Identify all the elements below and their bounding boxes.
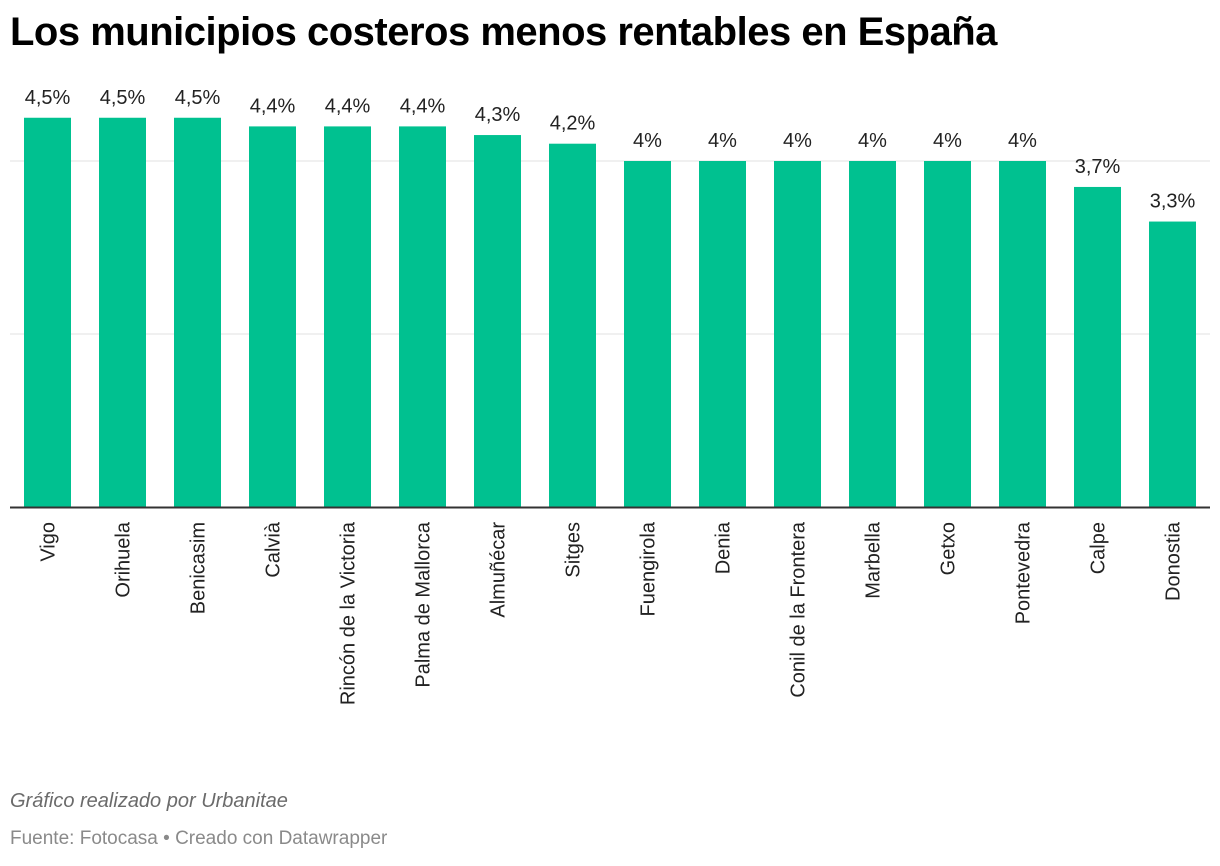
bar <box>1074 186 1121 507</box>
data-label: 4,5% <box>25 87 71 109</box>
data-label: 4% <box>933 130 962 152</box>
data-label: 4,4% <box>400 95 446 117</box>
bar <box>999 161 1046 507</box>
data-label: 4,4% <box>325 95 371 117</box>
x-tick-label: Rincón de la Victoria <box>338 521 360 705</box>
bar <box>549 143 596 507</box>
data-label: 4% <box>1008 130 1037 152</box>
data-labels: 4,5% 4,5% 4,5% 4,4% 4,4% 4,4% 4,3% 4,2% 4% 4% 4% 4%… <box>25 87 1196 213</box>
x-tick-label: Pontevedra <box>1013 521 1035 624</box>
bars <box>24 117 1196 508</box>
bar <box>699 161 746 507</box>
bar <box>174 117 221 507</box>
x-tick-label: Marbella <box>863 521 885 599</box>
bar <box>249 126 296 508</box>
data-label: 4,2% <box>550 113 596 135</box>
x-tick-label: Denia <box>713 521 735 574</box>
bar <box>624 161 671 507</box>
x-tick-label: Donostia <box>1163 521 1185 601</box>
data-label: 4,3% <box>475 104 521 126</box>
x-tick-label: Benicasim <box>188 522 210 614</box>
bar <box>774 161 821 507</box>
x-tick-label: Calvià <box>263 521 285 577</box>
data-label: 4% <box>783 130 812 152</box>
bar <box>99 117 146 507</box>
x-tick-label: Vigo <box>38 522 60 562</box>
chart-note: Gráfico realizado por Urbanitae <box>10 790 288 812</box>
x-tick-label: Sitges <box>563 522 585 578</box>
x-tick-label: Palma de Mallorca <box>413 521 435 688</box>
x-axis-tick-labels: Vigo Orihuela Benicasim Calvià Rincón de la … <box>38 521 1185 705</box>
bar <box>474 135 521 508</box>
data-label: 3,3% <box>1150 191 1196 213</box>
data-label: 4% <box>708 130 737 152</box>
data-label: 4% <box>633 130 662 152</box>
bar <box>849 161 896 507</box>
data-label: 3,7% <box>1075 156 1121 178</box>
x-tick-label: Conil de la Frontera <box>788 521 810 698</box>
bar-chart: 4,5% 4,5% 4,5% 4,4% 4,4% 4,4% 4,3% 4,2% 4% 4% 4% 4%… <box>10 87 1210 705</box>
x-tick-label: Calpe <box>1088 522 1110 574</box>
x-tick-label: Fuengirola <box>638 521 660 616</box>
x-tick-label: Orihuela <box>113 521 135 597</box>
bar <box>1149 221 1196 508</box>
x-tick-label: Getxo <box>938 522 960 575</box>
bar <box>24 117 71 507</box>
chart-title: Los municipios costeros menos rentables … <box>10 10 997 54</box>
data-label: 4,5% <box>175 87 221 109</box>
data-label: 4,4% <box>250 95 296 117</box>
chart-source: Fuente: Fotocasa • Creado con Datawrappe… <box>10 828 388 849</box>
bar <box>924 161 971 507</box>
bar <box>399 126 446 508</box>
x-tick-label: Almuñécar <box>488 522 510 618</box>
data-label: 4% <box>858 130 887 152</box>
data-label: 4,5% <box>100 87 146 109</box>
bar <box>324 126 371 508</box>
